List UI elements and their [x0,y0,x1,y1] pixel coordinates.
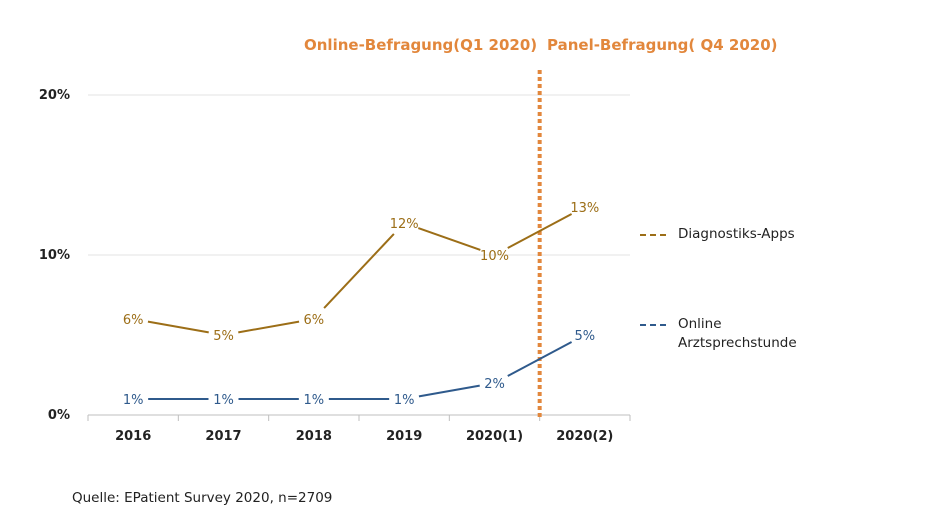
series-0-segment-4 [507,213,573,249]
legend-label-diagnostiks: Diagnostiks-Apps [678,226,795,242]
series-0-data-label-0: 6% [123,313,144,328]
y-tick-label-0: 0% [48,408,70,423]
series-0-segment-3 [417,227,481,251]
series-0-data-label-4: 10% [480,249,509,264]
series-0-data-label-3: 12% [390,217,419,232]
series-1-data-label-0: 1% [123,393,144,408]
y-tick-label-1: 10% [39,248,70,263]
series-1-data-label-5: 5% [575,329,596,344]
series-0-data-label-1: 5% [213,329,234,344]
series-0-data-label-5: 13% [570,201,599,216]
x-tick-label-1: 2017 [205,429,241,444]
x-tick-label-4: 2020(1) [466,429,523,444]
x-tick-label-3: 2019 [386,429,422,444]
x-tick-label-2: 2018 [296,429,332,444]
series-1-data-label-3: 1% [394,393,415,408]
series-1-data-label-4: 2% [484,377,505,392]
series-0-segment-0 [147,320,209,334]
series-0-segment-2 [323,233,395,309]
y-tick-label-2: 20% [39,88,70,103]
legend-swatch-diagnostiks [640,234,666,236]
source-note: Quelle: EPatient Survey 2020, n=2709 [72,490,333,506]
series-1-data-label-1: 1% [213,393,234,408]
series-0-data-label-2: 6% [304,313,325,328]
period-label-online: Online-Befragung(Q1 2020) [304,36,538,54]
x-tick-label-0: 2016 [115,429,151,444]
period-label-panel: Panel-Befragung( Q4 2020) [547,36,778,54]
series-1-segment-3 [418,384,480,398]
legend-label-online: Online Arztsprechstunde [678,316,797,351]
x-tick-label-5: 2020(2) [556,429,613,444]
series-1-data-label-2: 1% [304,393,325,408]
legend-swatch-online [640,324,666,326]
series-1-segment-4 [507,341,573,377]
series-0-segment-1 [238,320,300,334]
